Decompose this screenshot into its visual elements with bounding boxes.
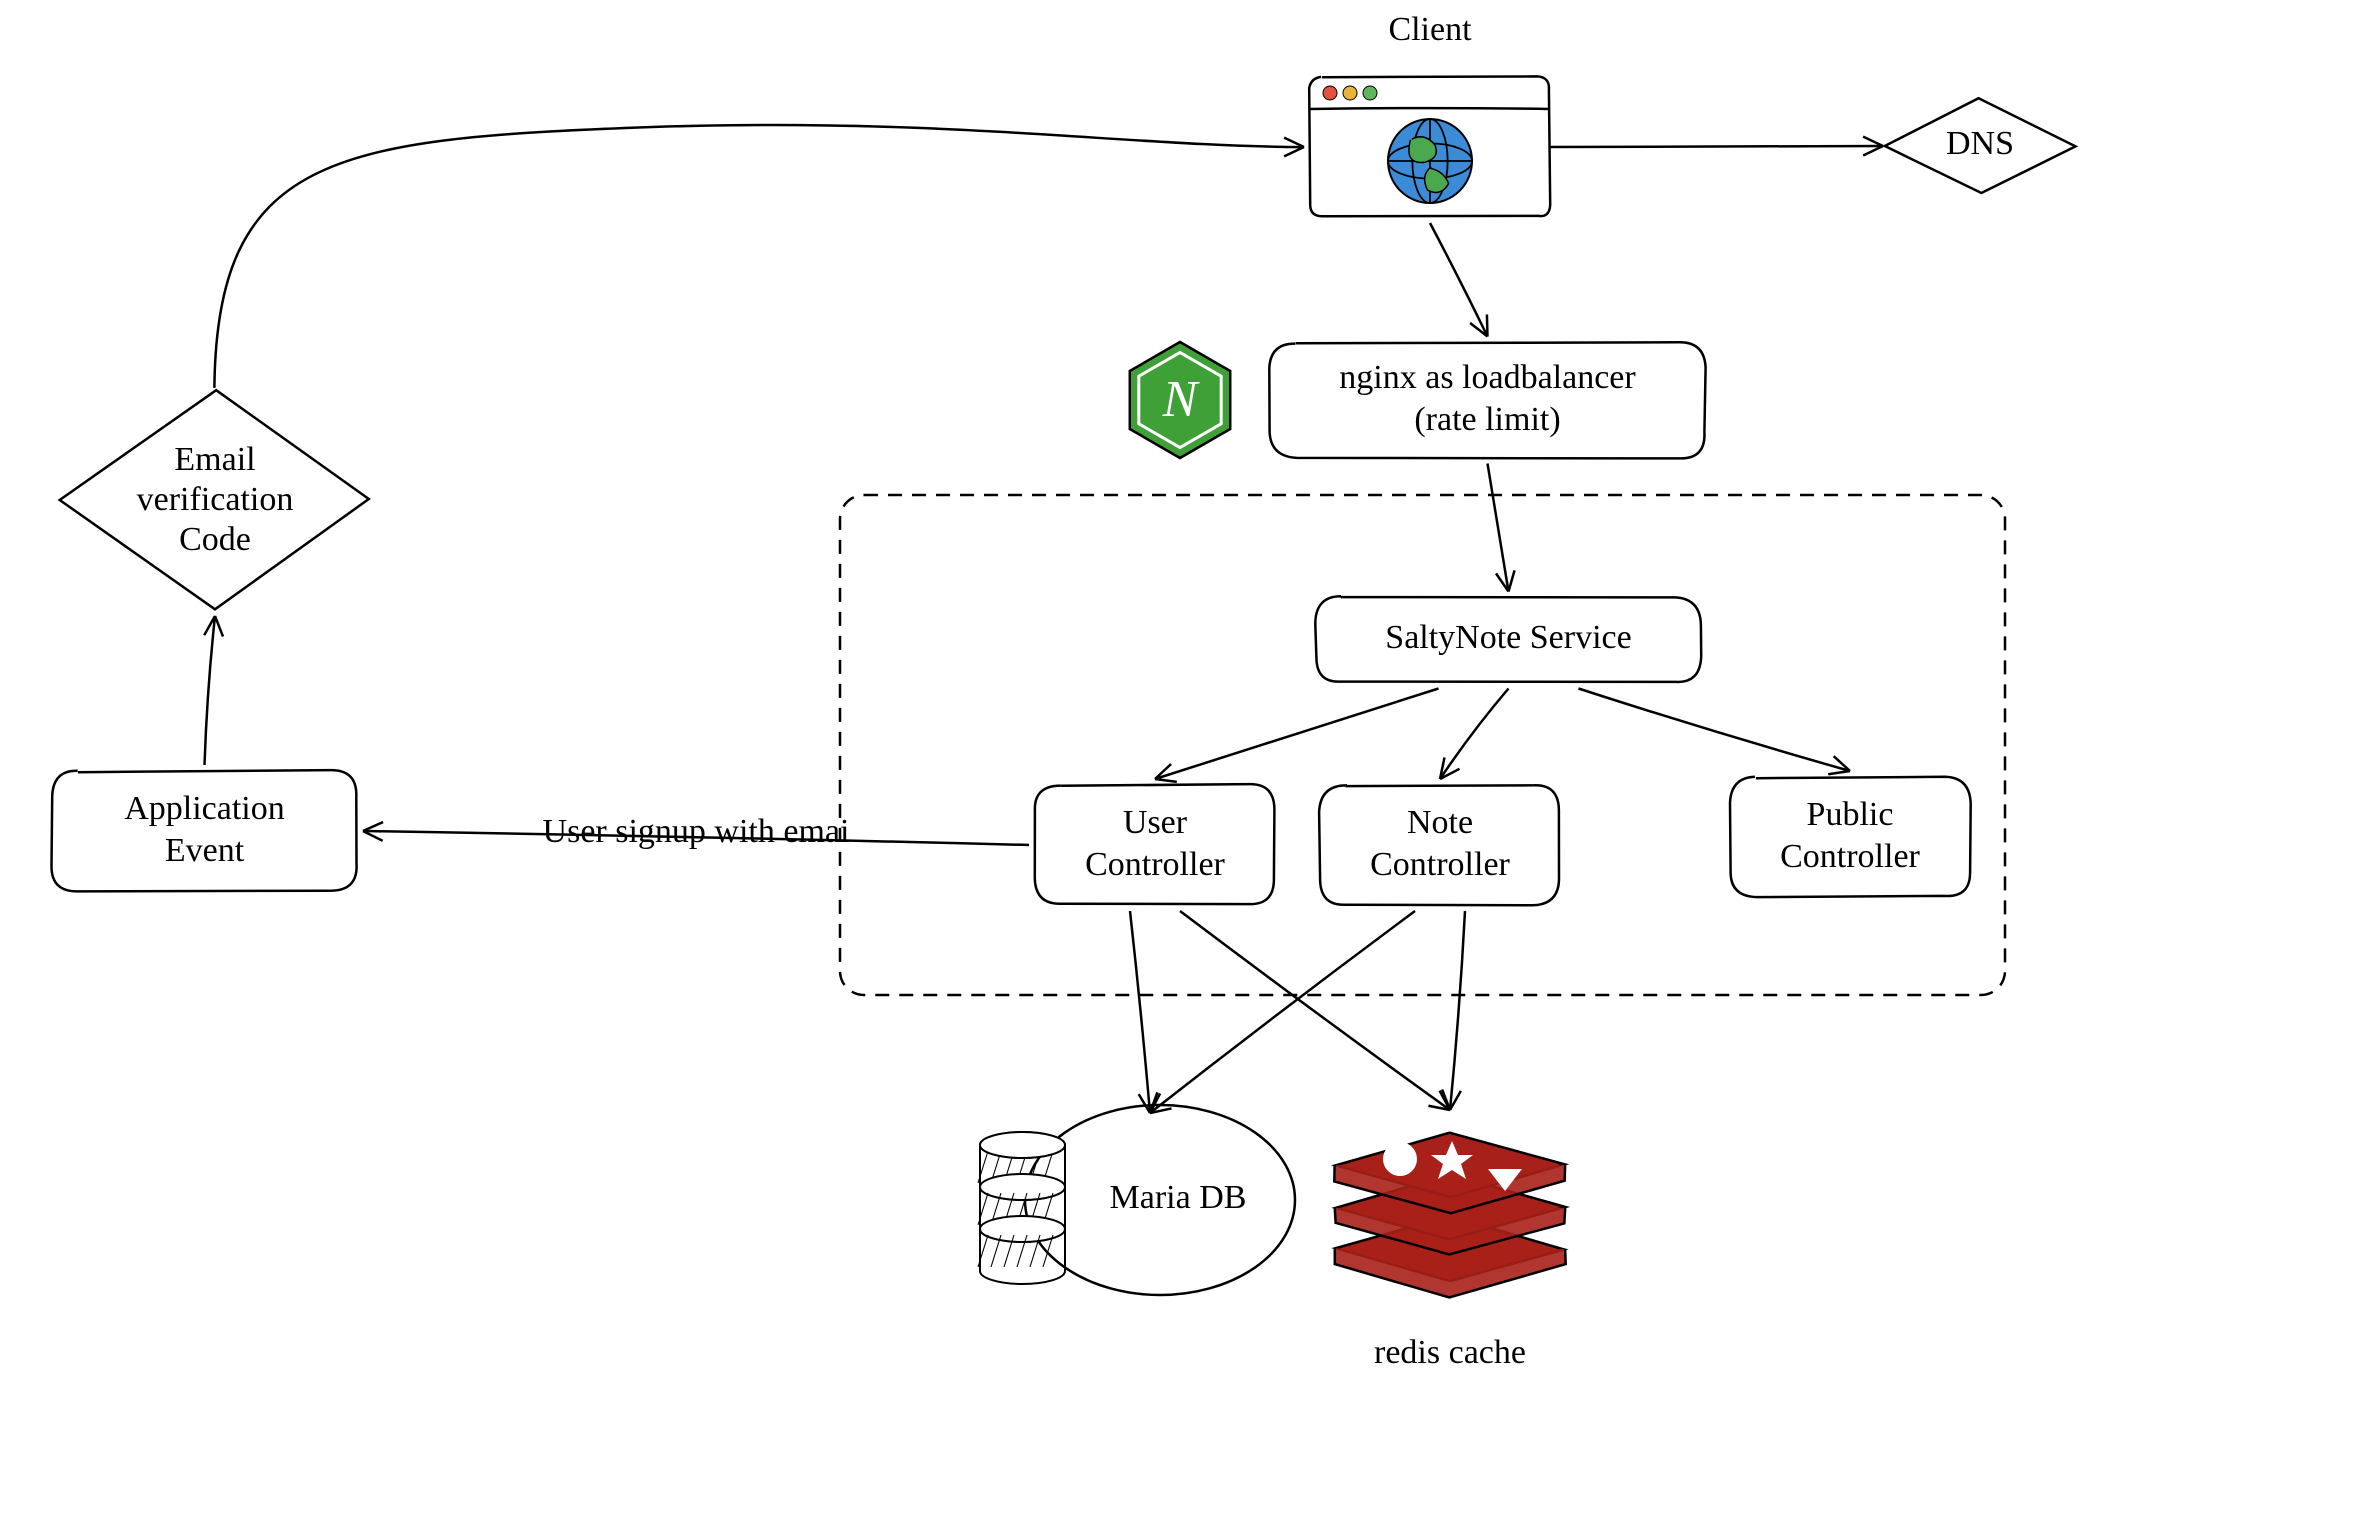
mariadb-label: Maria DB	[1110, 1179, 1247, 1216]
edge-service-user_ctrl	[1155, 689, 1439, 780]
nginx-sublabel: (rate limit)	[1414, 401, 1560, 438]
application-event	[51, 770, 356, 891]
edge-client-nginx	[1430, 223, 1488, 337]
dns-label: DNS	[1946, 125, 2014, 162]
edge-user_ctrl-maria	[1130, 911, 1150, 1113]
user-controller	[1035, 784, 1275, 904]
public-controller-label2: Controller	[1780, 838, 1920, 875]
redis-label: redis cache	[1374, 1334, 1526, 1371]
user-controller-label: User	[1123, 804, 1188, 841]
edge-email-client	[214, 125, 1303, 388]
client-label: Client	[1388, 11, 1472, 48]
edge-service-note_ctrl	[1440, 689, 1509, 780]
edge-service-pub_ctrl	[1579, 689, 1851, 772]
traffic-light-icon	[1363, 86, 1377, 100]
app-event-label2: Event	[165, 832, 245, 869]
edge-note_ctrl-redis	[1450, 911, 1465, 1110]
nginx-label: nginx as loadbalancer	[1339, 359, 1636, 396]
edge-client-dns	[1550, 146, 1883, 147]
traffic-light-icon	[1323, 86, 1337, 100]
note-controller-label: Note	[1407, 804, 1473, 841]
app-event-label: Application	[124, 790, 285, 827]
service-container	[840, 495, 2005, 995]
traffic-light-icon	[1343, 86, 1357, 100]
nginx-n-icon: N	[1162, 371, 1201, 428]
edge-signup-label: User signup with emai	[543, 813, 850, 850]
edge-note_ctrl-maria	[1150, 911, 1415, 1113]
edge-user_ctrl-redis	[1180, 911, 1450, 1110]
email-label2: verification	[137, 481, 294, 518]
user-controller-label2: Controller	[1085, 846, 1225, 883]
email-label3: Code	[179, 521, 251, 558]
service-label: SaltyNote Service	[1385, 619, 1631, 656]
note-controller-label2: Controller	[1370, 846, 1510, 883]
public-controller-label: Public	[1807, 796, 1894, 833]
edge-nginx-service	[1488, 464, 1509, 592]
edge-appevent-email	[205, 616, 216, 765]
redis-shape-icon	[1383, 1142, 1417, 1176]
email-label: Email	[174, 441, 255, 478]
